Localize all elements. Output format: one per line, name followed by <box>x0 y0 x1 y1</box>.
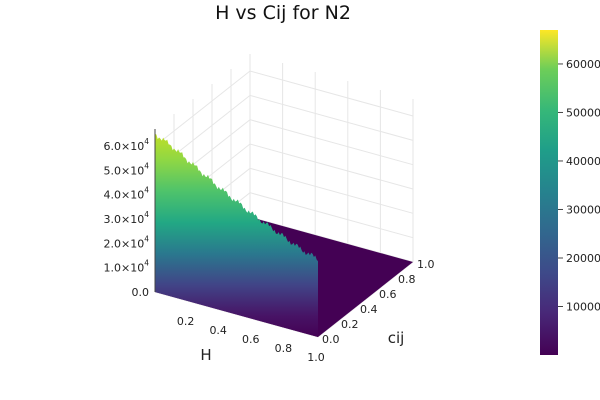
y-axis-label: cij <box>388 329 405 347</box>
colorbar-tick-label: 60000 <box>566 58 600 71</box>
x-tick-label: 0.8 <box>275 342 293 355</box>
z-tick-label: 6.0×104 <box>104 137 150 153</box>
x-tick-label: 0.6 <box>242 333 260 346</box>
grid-line <box>154 94 414 171</box>
y-tick-label: 0.8 <box>398 273 416 286</box>
z-tick-label: 2.0×104 <box>104 234 150 250</box>
x-tick-label: 0.4 <box>209 324 227 337</box>
z-tick-label: 3.0×104 <box>104 210 150 226</box>
z-tick-exponent: 4 <box>144 161 149 170</box>
x-tick-label: 1.0 <box>307 351 325 364</box>
y-tick-label: 0.2 <box>341 318 359 331</box>
grid-line <box>154 70 414 147</box>
x-tick-label: 0.2 <box>177 315 195 328</box>
colorbar-tick-label: 40000 <box>566 155 600 168</box>
y-tick-label: 0.0 <box>322 333 340 346</box>
surface-layer <box>155 133 413 337</box>
x-axis-label: H <box>200 346 211 364</box>
y-tick-label: 0.4 <box>360 303 378 316</box>
z-tick-exponent: 4 <box>144 137 149 146</box>
y-tick-label: 1.0 <box>417 258 435 271</box>
z-tick-label: 4.0×104 <box>104 186 150 202</box>
colorbar-tick-label: 30000 <box>566 203 600 216</box>
z-tick-label: 0.0 <box>132 286 150 299</box>
y-tick-label: 0.6 <box>379 288 397 301</box>
colorbar-gradient <box>540 30 558 355</box>
ridge-surface <box>155 133 318 337</box>
z-tick-exponent: 4 <box>144 259 149 268</box>
colorbar: 10000 20000 30000 40000 50000 60000 <box>540 30 600 355</box>
z-tick-exponent: 4 <box>144 210 149 219</box>
tick-layer: 0.0 1.0×104 2.0×104 3.0×104 4.0×104 5.0×104 6.… <box>104 129 435 364</box>
z-tick-exponent: 4 <box>144 234 149 243</box>
z-tick-label: 1.0×104 <box>104 259 150 275</box>
colorbar-tick-label: 50000 <box>566 106 600 119</box>
colorbar-tick-label: 10000 <box>566 300 600 313</box>
z-tick-label: 5.0×104 <box>104 161 150 177</box>
z-tick-exponent: 4 <box>144 186 149 195</box>
chart-title: H vs Cij for N2 <box>215 2 351 24</box>
colorbar-tick-label: 20000 <box>566 252 600 265</box>
